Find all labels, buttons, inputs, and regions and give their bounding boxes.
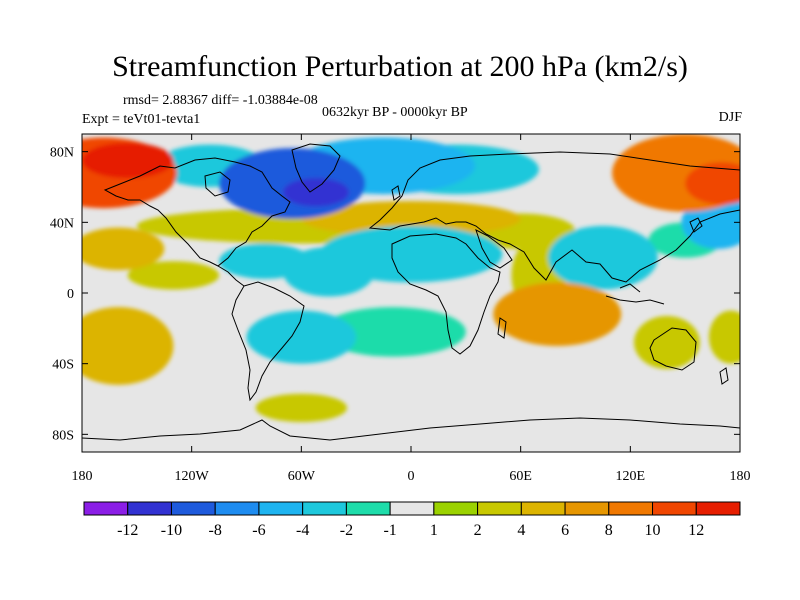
colorbar-label-4: -4 — [296, 522, 309, 539]
contour-region-21 — [493, 282, 622, 347]
contour-region-16 — [319, 225, 503, 283]
colorbar-label-9: 4 — [517, 522, 525, 539]
x-tick-label-2: 60W — [288, 469, 316, 484]
contour-region-5 — [255, 393, 348, 422]
colorbar-box-12 — [608, 501, 654, 516]
colorbar: -12 -10 -8 -6 -4 -2 -1 1 2 4 6 8 10 12 — [83, 501, 741, 539]
x-tick-label-0: 180 — [72, 469, 93, 484]
y-tick-label-3: 40S — [52, 358, 74, 373]
y-tick-label-2: 0 — [67, 287, 74, 302]
colorbar-box-13 — [652, 501, 697, 516]
x-tick-label-1: 120W — [175, 469, 210, 484]
colorbar-label-0: -12 — [117, 522, 138, 539]
colorbar-box-1 — [127, 501, 172, 516]
colorbar-box-3 — [214, 501, 260, 516]
x-tick-label-3: 0 — [408, 469, 415, 484]
axis-ticks: 180 120W 60W 0 60E 120E 180 80N 40N 0 40S 80S — [50, 134, 751, 484]
contour-region-3 — [633, 315, 700, 369]
contour-region-15 — [301, 201, 521, 237]
colorbar-label-8: 2 — [474, 522, 482, 539]
y-tick-label-0: 80N — [50, 146, 74, 161]
colorbar-box-11 — [564, 501, 610, 516]
colorbar-label-10: 6 — [561, 522, 569, 539]
colorbar-label-1: -10 — [161, 522, 182, 539]
colorbar-label-13: 12 — [688, 522, 704, 539]
colorbar-label-6: -1 — [383, 522, 396, 539]
colorbar-box-0 — [83, 501, 129, 516]
colorbar-box-9 — [477, 501, 522, 516]
contour-region-19 — [82, 227, 165, 271]
colorbar-box-2 — [170, 501, 216, 516]
x-tick-label-4: 60E — [509, 469, 532, 484]
colorbar-box-5 — [302, 501, 347, 516]
y-tick-label-1: 40N — [50, 216, 74, 231]
contour-region-11 — [548, 225, 658, 290]
colorbar-label-7: 1 — [430, 522, 438, 539]
chart-title: Streamfunction Perturbation at 200 hPa (… — [112, 50, 688, 83]
x-tick-label-5: 120E — [616, 469, 646, 484]
contour-region-26 — [283, 178, 349, 207]
experiment-text: Expt = teVt01-tevta1 — [82, 112, 201, 127]
colorbar-box-8 — [433, 501, 479, 516]
colorbar-box-6 — [345, 501, 391, 516]
colorbar-label-11: 8 — [605, 522, 613, 539]
y-tick-label-4: 80S — [52, 428, 74, 443]
x-tick-label-6: 180 — [730, 469, 751, 484]
season-text: DJF — [718, 110, 742, 125]
contour-region-4 — [708, 310, 740, 364]
colorbar-box-7 — [389, 501, 435, 516]
period-text: 0632kyr BP - 0000kyr BP — [322, 105, 468, 120]
contour-region-0 — [127, 261, 220, 290]
contour-region-25 — [685, 162, 740, 205]
coastlines — [82, 143, 740, 441]
colorbar-label-3: -6 — [252, 522, 265, 539]
stats-text: rmsd= 2.88367 diff= -1.03884e-08 — [123, 93, 318, 108]
contour-region-2 — [319, 307, 466, 357]
contour-region-12 — [246, 310, 357, 364]
colorbar-label-5: -2 — [340, 522, 353, 539]
colorbar-box-4 — [258, 501, 304, 516]
colorbar-label-2: -8 — [209, 522, 222, 539]
colorbar-box-14 — [695, 501, 741, 516]
contour-region-17 — [82, 307, 174, 385]
colorbar-box-10 — [520, 501, 566, 516]
plot-area — [82, 134, 740, 452]
contour-region-27 — [82, 142, 174, 179]
colorbar-label-12: 10 — [645, 522, 661, 539]
